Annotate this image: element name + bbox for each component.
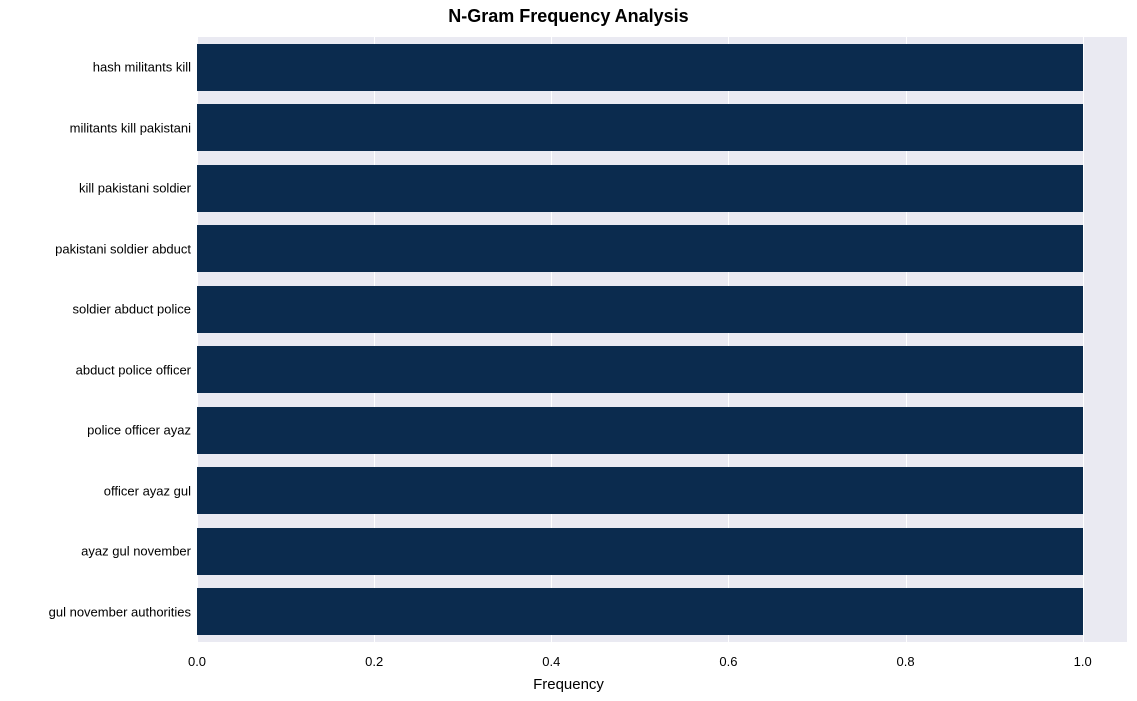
bar (197, 104, 1083, 151)
bar (197, 346, 1083, 393)
y-tick-label: pakistani soldier abduct (0, 241, 191, 256)
x-tick-label: 1.0 (1074, 654, 1092, 669)
y-tick-label: officer ayaz gul (0, 483, 191, 498)
x-tick-label: 0.6 (719, 654, 737, 669)
y-tick-label: ayaz gul november (0, 544, 191, 559)
grid-line (1083, 37, 1084, 642)
y-tick-label: militants kill pakistani (0, 120, 191, 135)
bar (197, 286, 1083, 333)
x-axis-label: Frequency (0, 676, 1137, 693)
plot-area (197, 37, 1127, 642)
bar (197, 407, 1083, 454)
bar (197, 528, 1083, 575)
y-tick-label: abduct police officer (0, 362, 191, 377)
bar (197, 225, 1083, 272)
chart-title: N-Gram Frequency Analysis (0, 6, 1137, 27)
bar (197, 588, 1083, 635)
x-tick-label: 0.2 (365, 654, 383, 669)
y-tick-label: soldier abduct police (0, 302, 191, 317)
x-tick-label: 0.4 (542, 654, 560, 669)
bar (197, 165, 1083, 212)
bar (197, 44, 1083, 91)
y-tick-label: gul november authorities (0, 604, 191, 619)
bar (197, 467, 1083, 514)
y-tick-label: hash militants kill (0, 60, 191, 75)
x-tick-label: 0.0 (188, 654, 206, 669)
x-tick-label: 0.8 (897, 654, 915, 669)
ngram-frequency-chart: N-Gram Frequency Analysis Frequency hash… (0, 0, 1137, 701)
y-tick-label: police officer ayaz (0, 423, 191, 438)
y-tick-label: kill pakistani soldier (0, 181, 191, 196)
